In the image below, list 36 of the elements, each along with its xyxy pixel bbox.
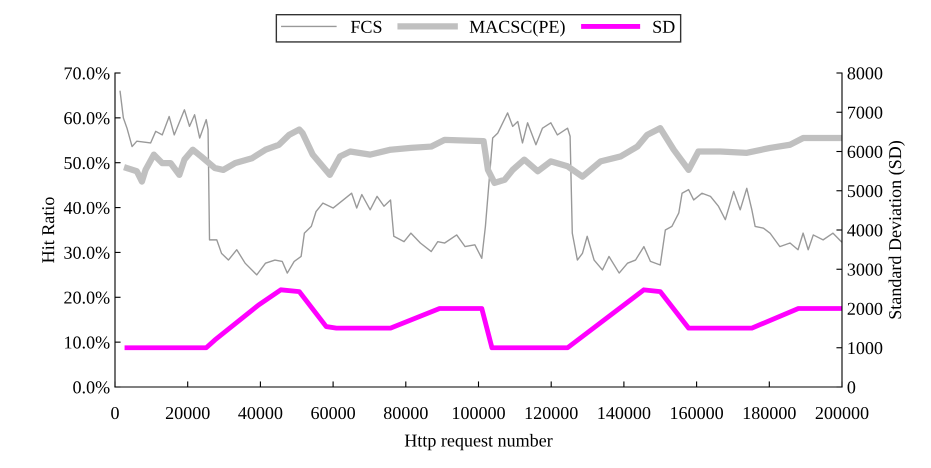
x-tick-label: 160000 xyxy=(671,406,723,420)
x-tick-label: 0 xyxy=(111,406,119,420)
y-tick-label: 30.0% xyxy=(64,246,110,259)
y-tick-label: 20.0% xyxy=(64,292,110,304)
y2-tick-label: 8000 xyxy=(848,67,882,80)
x-tick-label: 80000 xyxy=(384,406,428,420)
x-tick-label: 60000 xyxy=(311,406,355,420)
x-tick-label: 180000 xyxy=(744,406,796,420)
y2-tick-label: 4000 xyxy=(847,224,882,236)
line-series xyxy=(119,90,842,276)
y2-tick-label: 0 xyxy=(848,381,856,394)
legend-label: SD xyxy=(653,20,675,33)
y2-tick-label: 2000 xyxy=(848,302,882,315)
y2-tick-label: 5000 xyxy=(848,185,882,198)
y2-tick-label: 1000 xyxy=(848,342,882,354)
y2-axis-title: Standard Deviation (SD) xyxy=(888,141,905,319)
y-tick-label: 0.0% xyxy=(73,381,110,394)
y-tick-label: 40.0% xyxy=(64,202,110,214)
legend-label: MACSC(PE) xyxy=(470,20,565,37)
x-tick-label: 20000 xyxy=(166,406,210,420)
y-tick-label: 70.0% xyxy=(64,67,110,80)
y-tick-label: 50.0% xyxy=(64,156,110,170)
x-tick-label: 140000 xyxy=(598,406,650,420)
x-tick-label: 100000 xyxy=(453,406,505,420)
y-tick-label: 10.0% xyxy=(65,336,110,349)
x-axis-title: Http request number xyxy=(404,434,553,450)
legend-label: FCS xyxy=(350,20,382,33)
x-tick-label: 120000 xyxy=(526,406,578,420)
line-series xyxy=(124,287,842,350)
y-tick-label: 60.0% xyxy=(64,112,110,124)
x-tick-label: 200000 xyxy=(816,406,868,420)
y-axis-title: Hit Ratio xyxy=(42,197,54,263)
y2-tick-label: 3000 xyxy=(848,264,882,276)
x-tick-label: 40000 xyxy=(238,406,282,420)
y2-tick-label: 7000 xyxy=(848,106,882,119)
y2-tick-label: 6000 xyxy=(848,146,882,158)
